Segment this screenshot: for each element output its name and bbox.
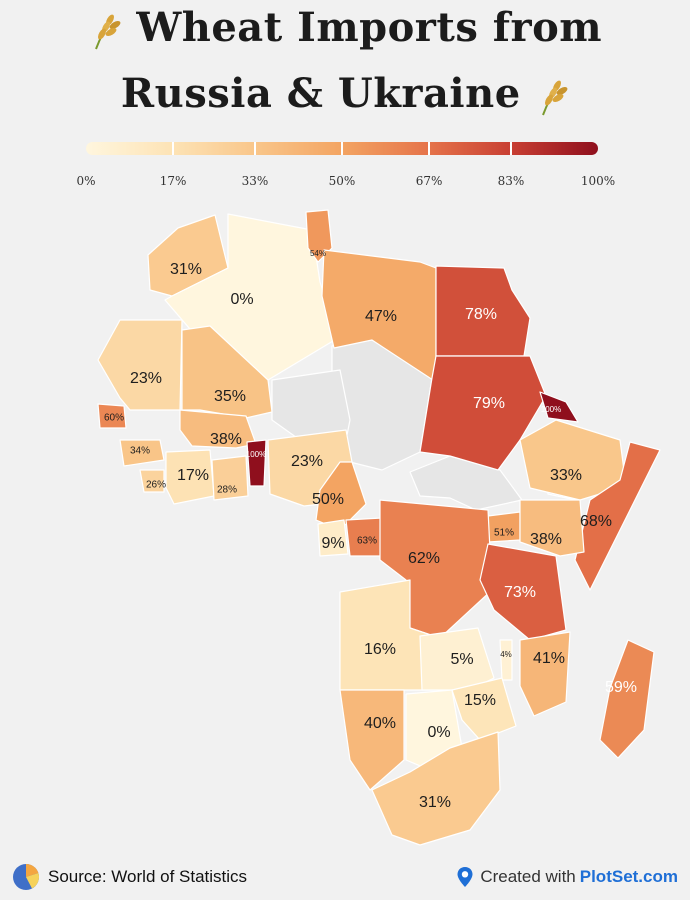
pie-chart-icon [13, 863, 40, 890]
country-shape[interactable] [317, 519, 349, 557]
country-shape[interactable] [419, 355, 547, 471]
country-value-label: 0% [427, 724, 450, 741]
country-value-label: 60% [104, 413, 124, 424]
title-line-2: Russia & Ukraine [0, 70, 690, 118]
wheat-icon [542, 80, 568, 116]
country-value-label: 16% [364, 641, 396, 658]
country-shape[interactable] [499, 639, 513, 681]
country-value-label: 9% [321, 535, 344, 552]
country-value-label: 5% [450, 651, 473, 668]
legend-tick-label: 100% [580, 174, 616, 188]
legend-tick [509, 142, 512, 155]
country-value-label: 23% [130, 370, 162, 387]
country-shape[interactable] [519, 631, 571, 717]
country-shape[interactable] [519, 499, 585, 557]
country-value-label: 51% [494, 528, 514, 539]
wheat-icon [94, 14, 121, 50]
country-value-label: 73% [504, 584, 536, 601]
country-shape[interactable] [139, 469, 165, 493]
country-value-label: 47% [365, 308, 397, 325]
location-pin-icon [457, 867, 473, 887]
country-value-label: 4% [500, 650, 512, 659]
title-line-1: Wheat Imports from [0, 4, 690, 52]
country-shape[interactable] [339, 689, 405, 791]
country-shape[interactable] [574, 441, 661, 591]
country-shape[interactable] [539, 391, 579, 423]
legend-tick-label: 33% [241, 174, 269, 188]
country-value-label: 31% [170, 261, 202, 278]
created-with-text: Created with [480, 867, 576, 886]
country-value-label: 68% [580, 513, 612, 530]
legend-tick [341, 142, 343, 155]
country-value-label: 34% [130, 446, 150, 457]
country-value-label: 15% [464, 692, 496, 709]
country-value-label: 17% [177, 467, 209, 484]
title-text-2: Russia & Ukraine [120, 70, 521, 117]
country-value-label: 54% [310, 249, 326, 258]
legend-tick-label: 67% [415, 174, 443, 188]
country-shape[interactable] [211, 455, 249, 501]
country-shape[interactable] [119, 439, 165, 467]
country-shape[interactable] [97, 319, 183, 411]
country-value-label: 62% [408, 550, 440, 567]
country-shape[interactable] [179, 409, 257, 449]
country-value-label: 38% [530, 531, 562, 548]
source-text: Source: World of Statistics [48, 867, 248, 886]
legend-tick [253, 142, 256, 155]
country-value-label: 79% [473, 395, 505, 412]
legend-tick-label: 83% [497, 174, 525, 188]
country-value-label: 40% [364, 715, 396, 732]
country-value-label: 33% [550, 467, 582, 484]
country-value-label: 41% [533, 650, 565, 667]
country-shape[interactable] [97, 403, 127, 429]
country-value-label: 28% [217, 485, 237, 496]
country-value-label: 38% [210, 431, 242, 448]
source-note: Source: World of Statistics [12, 862, 247, 892]
country-value-label: 31% [419, 794, 451, 811]
country-shape[interactable] [599, 639, 655, 759]
country-value-label: 100% [246, 450, 266, 459]
country-value-label: 0% [230, 291, 253, 308]
legend-tick [172, 142, 175, 155]
country-shape[interactable] [246, 439, 267, 487]
country-value-label: 59% [605, 679, 637, 696]
country-shape-no-data [409, 455, 523, 511]
legend-tick-label: 17% [159, 174, 187, 188]
legend-tick-label: 50% [328, 174, 356, 188]
country-shape[interactable] [321, 249, 437, 383]
country-value-label: 63% [357, 536, 377, 547]
country-value-label: 78% [465, 306, 497, 323]
created-with-note: Created with PlotSet.com [456, 862, 678, 892]
legend-tick [428, 142, 431, 155]
country-value-label: 35% [214, 388, 246, 405]
country-value-label: 100% [541, 405, 561, 414]
country-shape-no-data [271, 369, 351, 441]
title-text-1: Wheat Imports from [136, 4, 603, 51]
country-value-label: 50% [312, 491, 344, 508]
country-value-label: 26% [146, 480, 166, 491]
plotset-brand-link[interactable]: PlotSet.com [579, 867, 678, 886]
country-shape[interactable] [371, 731, 501, 846]
country-value-label: 23% [291, 453, 323, 470]
legend-tick-label: 0% [76, 174, 96, 188]
country-shape[interactable] [165, 449, 215, 505]
